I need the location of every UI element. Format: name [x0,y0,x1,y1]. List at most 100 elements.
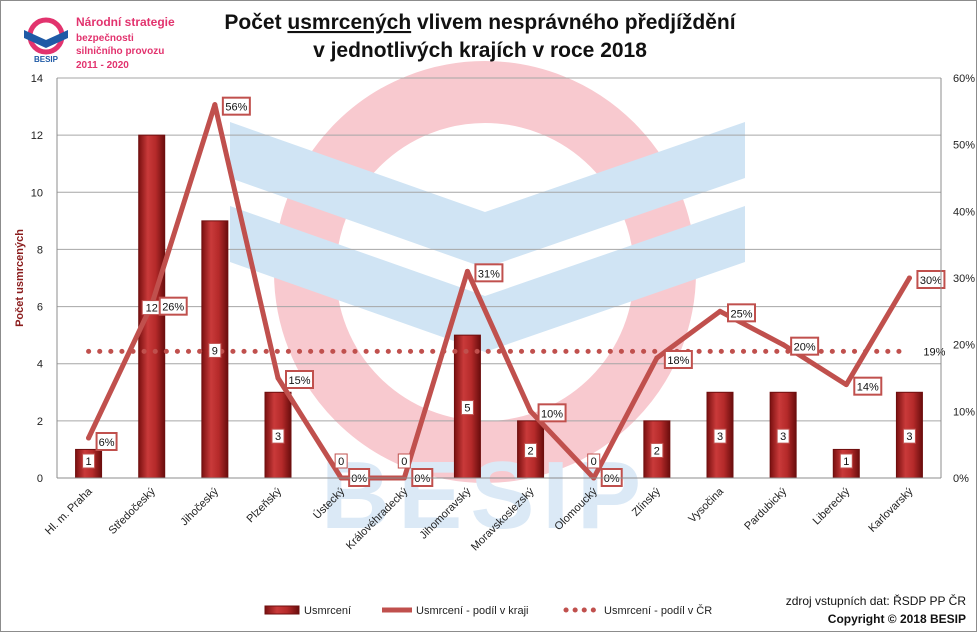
bar-label: 12 [146,303,158,315]
logo-line2: bezpečnosti [76,33,134,44]
logo-brand: BESIP [34,55,59,64]
line-label-box [853,376,883,396]
chart-title-line2: v jednotlivých krajích v roce 2018 [313,39,647,62]
bar-label: 3 [717,431,723,443]
logo-line4: 2011 - 2020 [76,60,129,71]
bar-label: 1 [86,456,92,468]
bar-label-box [839,453,853,469]
line-label-box [95,432,118,451]
line-label-box [537,403,567,423]
title-part3: vlivem nesprávného předjíždění [411,11,737,34]
line-point [464,268,470,274]
y-tick-label: 2 [37,416,43,428]
besip-logo: BESIP Národní strategie bezpečnosti siln… [24,15,175,71]
bar-label: 3 [275,431,281,443]
legend-label-national: Usmrcení - podíl v ČR [604,604,712,617]
y-tick-label: 10 [31,187,43,199]
legend-label-bars: Usmrcení [304,605,351,617]
chart-title-line1: Počet usmrcených vlivem nesprávného před… [224,11,736,34]
y2-tick-label: 60% [953,73,975,85]
y-tick-label: 12 [31,130,43,142]
line-label-box [727,303,756,323]
line-label-box [916,270,946,289]
y-tick-label: 14 [31,73,43,85]
line-label: 30% [920,275,942,287]
line-label: 0% [604,473,620,485]
line-label: 15% [288,375,310,387]
line-point [212,102,218,108]
y2-tick-label: 50% [953,140,975,152]
line-label: 14% [857,382,879,394]
line-label: 0% [414,473,430,485]
y-axis-title: Počet usmrcených [14,229,26,327]
line-label-box [474,263,504,283]
bar-label-box [82,453,96,469]
line-label: 0% [351,473,367,485]
line-point [86,435,92,441]
line-label: 6% [99,437,115,449]
source-note: zdroj vstupních dat: ŘSDP PP ČR [786,593,967,608]
logo-line3: silničního provozu [76,46,164,57]
bar-label-box [587,453,601,469]
bar-label-box [208,342,222,358]
y-tick-label: 8 [37,244,43,256]
bar-label: 0 [591,456,597,468]
bar-label-box [650,442,664,458]
line-label: 10% [541,408,563,420]
bar [264,391,292,479]
bar-label: 2 [528,445,534,457]
line-label: 20% [794,342,816,354]
line-label-box [285,370,314,389]
line-point [906,275,912,281]
line-label: 26% [162,302,184,314]
y-tick-label: 0 [37,473,43,485]
line-label-box [790,336,820,356]
y2-tick-label: 10% [953,406,975,418]
title-part1: Počet [224,11,287,34]
bar-label-box [776,428,790,444]
line-point [528,408,534,414]
national-share-label: 19% [923,346,945,358]
y2-tick-label: 30% [953,273,975,285]
bar-label: 0 [338,456,344,468]
logo-line1: Národní strategie [76,15,175,29]
legend-label-regional: Usmrcení - podíl v kraji [416,605,528,617]
y2-tick-label: 20% [953,340,975,352]
y2-tick-label: 40% [953,206,975,218]
bar-label: 3 [906,431,912,443]
line-point [780,342,786,348]
bar-label-box [524,442,538,458]
line-label: 56% [225,102,247,114]
line-label: 18% [667,355,689,367]
bar-label: 5 [464,403,470,415]
line-label: 31% [478,268,500,280]
bar-label: 9 [212,345,218,357]
line-point [654,355,660,361]
line-point [843,382,849,388]
logo-chevron-icon [24,30,68,48]
watermark-chevron-lower [230,206,745,352]
bar-label-box [713,428,727,444]
legend-swatch-bars [264,605,300,615]
bar-label: 0 [401,456,407,468]
bar-label-box [460,400,474,416]
bar [201,220,229,479]
bar-label: 2 [654,445,660,457]
regional-share-line [86,102,912,481]
y-tick-label: 4 [37,359,43,371]
bar-label-box [271,428,285,444]
y2-tick-label: 0% [953,473,969,485]
bar-label: 3 [780,431,786,443]
line-label-box [221,96,251,116]
copyright: Copyright © 2018 BESIP [828,612,966,626]
title-part2: usmrcených [287,11,411,34]
line-label-box [663,350,693,369]
bar-label-box [334,453,348,469]
line-label: 25% [730,308,752,320]
line-point [717,308,723,314]
line-label-box [158,296,188,316]
y-tick-label: 6 [37,302,43,314]
bar-label: 1 [843,456,849,468]
